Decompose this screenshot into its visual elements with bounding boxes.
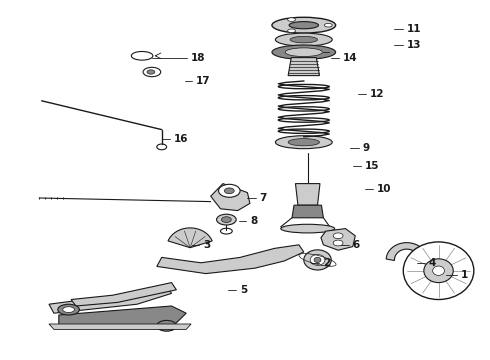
Text: 5: 5 [240, 285, 247, 295]
Ellipse shape [289, 22, 318, 29]
Polygon shape [386, 243, 427, 261]
Polygon shape [168, 228, 212, 248]
Ellipse shape [272, 17, 336, 33]
Ellipse shape [324, 23, 332, 27]
Ellipse shape [314, 257, 321, 262]
Text: 6: 6 [353, 240, 360, 250]
Ellipse shape [310, 255, 325, 265]
Ellipse shape [333, 233, 343, 239]
Ellipse shape [221, 217, 231, 222]
Ellipse shape [58, 304, 79, 315]
Ellipse shape [224, 188, 234, 194]
Ellipse shape [424, 259, 453, 283]
Ellipse shape [333, 240, 343, 246]
Text: 18: 18 [191, 53, 206, 63]
Polygon shape [71, 283, 176, 306]
Ellipse shape [147, 70, 155, 74]
Ellipse shape [433, 266, 444, 275]
Polygon shape [49, 324, 191, 329]
Ellipse shape [63, 307, 74, 312]
Text: 16: 16 [174, 134, 189, 144]
Polygon shape [288, 58, 319, 76]
Text: 17: 17 [196, 76, 211, 86]
Text: 11: 11 [407, 24, 421, 34]
Polygon shape [59, 306, 186, 328]
Text: 1: 1 [461, 270, 468, 280]
Ellipse shape [275, 33, 332, 46]
Ellipse shape [288, 18, 295, 21]
Text: 7: 7 [260, 193, 267, 203]
Polygon shape [211, 184, 250, 211]
Text: 13: 13 [407, 40, 421, 50]
Text: 14: 14 [343, 53, 358, 63]
Text: 10: 10 [377, 184, 392, 194]
Ellipse shape [288, 139, 319, 146]
Ellipse shape [217, 214, 236, 225]
Text: 4: 4 [429, 258, 436, 268]
Ellipse shape [275, 136, 332, 149]
Polygon shape [157, 245, 304, 274]
Text: 12: 12 [370, 89, 385, 99]
Polygon shape [292, 205, 323, 218]
Ellipse shape [285, 48, 322, 57]
Text: 8: 8 [250, 216, 257, 226]
Ellipse shape [272, 45, 336, 59]
Polygon shape [295, 184, 320, 205]
Text: 15: 15 [365, 161, 380, 171]
Ellipse shape [281, 224, 335, 233]
Polygon shape [49, 284, 172, 313]
Ellipse shape [288, 29, 295, 33]
Text: 2: 2 [323, 258, 331, 268]
Ellipse shape [290, 36, 318, 43]
Ellipse shape [403, 242, 474, 300]
Text: 9: 9 [363, 143, 370, 153]
Ellipse shape [304, 250, 331, 270]
Polygon shape [321, 229, 355, 250]
Text: 3: 3 [203, 240, 211, 250]
Ellipse shape [157, 320, 176, 331]
Ellipse shape [219, 184, 240, 197]
